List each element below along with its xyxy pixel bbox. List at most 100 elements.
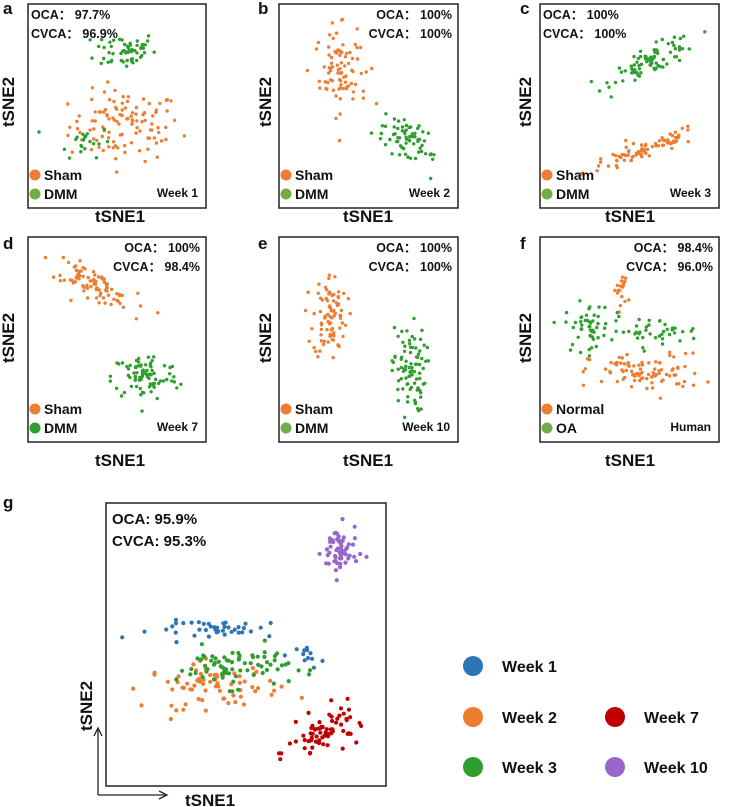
scatter-point: [192, 633, 197, 638]
scatter-point: [396, 399, 400, 403]
scatter-point: [142, 629, 147, 634]
scatter-point: [603, 367, 608, 371]
scatter-point: [683, 364, 687, 369]
scatter-point: [670, 40, 675, 45]
scatter-point: [637, 63, 641, 68]
scatter-point: [589, 79, 593, 84]
scatter-point: [111, 146, 115, 150]
scatter-point: [340, 746, 345, 751]
scatter-point: [369, 131, 374, 135]
scatter-point: [640, 370, 644, 375]
legend-label: Sham: [44, 167, 82, 183]
legend-label: DMM: [44, 186, 77, 202]
scatter-point: [37, 130, 41, 134]
scatter-point: [147, 101, 151, 106]
scatter-point: [681, 330, 685, 334]
scatter-point: [648, 332, 652, 336]
scatter-point: [587, 354, 592, 358]
scatter-point: [422, 139, 427, 143]
scatter-point: [83, 267, 87, 271]
scatter-point: [327, 536, 332, 541]
scatter-point: [597, 305, 601, 309]
scatter-point: [189, 620, 194, 625]
x-axis-label: tSNE1: [605, 451, 655, 470]
scatter-point: [645, 386, 649, 391]
scatter-point: [324, 547, 329, 552]
scatter-point: [346, 556, 351, 561]
scatter-point: [101, 296, 106, 300]
x-axis-label: tSNE1: [343, 451, 393, 470]
scatter-point: [333, 311, 337, 315]
scatter-point: [647, 323, 651, 327]
scatter-point: [339, 722, 344, 727]
scatter-point: [105, 114, 109, 118]
scatter-point: [660, 37, 664, 42]
scatter-point: [348, 50, 352, 55]
scatter-point: [596, 322, 600, 326]
x-axis-label: tSNE1: [95, 451, 145, 470]
scatter-point: [392, 125, 396, 129]
scatter-point: [77, 114, 81, 118]
scatter-point: [114, 386, 119, 390]
scatter-point: [419, 395, 423, 399]
scatter-point: [306, 290, 310, 294]
scatter-point: [410, 369, 414, 373]
scatter-point: [410, 134, 415, 139]
scatter-point: [420, 328, 424, 332]
scatter-point: [183, 702, 188, 707]
scatter-point: [592, 313, 596, 317]
scatter-point: [320, 735, 325, 740]
scatter-point: [672, 355, 676, 359]
scatter-point: [424, 359, 428, 363]
scatter-point: [662, 329, 666, 334]
scatter-point: [408, 156, 413, 160]
scatter-point: [604, 322, 608, 326]
scatter-point: [85, 283, 89, 287]
scatter-point: [403, 364, 408, 368]
metric-label: OCA： 100%: [543, 8, 619, 22]
scatter-point: [72, 265, 77, 269]
scatter-point: [121, 60, 126, 64]
scatter-point: [143, 118, 147, 123]
scatter-point: [644, 328, 648, 332]
y-axis-label: tSNE2: [256, 313, 275, 363]
scatter-point: [181, 621, 186, 626]
scatter-point: [173, 617, 178, 623]
scatter-point: [583, 318, 587, 323]
scatter-point: [81, 132, 85, 136]
scatter-point: [639, 71, 643, 75]
scatter-point: [638, 49, 643, 53]
scatter-point: [379, 131, 383, 136]
scatter-point: [317, 282, 321, 286]
scatter-point: [75, 135, 79, 139]
scatter-point: [619, 361, 623, 365]
scatter-point: [339, 308, 344, 313]
panel-letter: b: [258, 0, 268, 18]
scatter-point: [611, 152, 615, 157]
scatter-point: [346, 542, 351, 547]
scatter-point: [691, 351, 695, 355]
scatter-point: [414, 377, 419, 381]
scatter-point: [327, 71, 331, 75]
scatter-point: [120, 635, 125, 640]
scatter-point: [406, 395, 410, 399]
scatter-point: [250, 666, 255, 671]
scatter-point: [81, 274, 85, 279]
scatter-point: [66, 102, 70, 106]
scatter-point: [689, 329, 693, 333]
scatter-point: [131, 686, 136, 691]
scatter-point: [619, 279, 624, 283]
scatter-point: [409, 362, 413, 366]
scatter-point: [673, 47, 678, 51]
scatter-point: [156, 311, 160, 315]
scatter-point: [420, 356, 424, 361]
scatter-point: [115, 170, 119, 174]
scatter-point: [107, 98, 112, 102]
scatter-point: [355, 57, 360, 61]
scatter-point: [397, 136, 402, 140]
scatter-point: [206, 634, 211, 639]
scatter-point: [346, 707, 352, 712]
scatter-point: [134, 317, 138, 321]
scatter-point: [674, 382, 679, 386]
